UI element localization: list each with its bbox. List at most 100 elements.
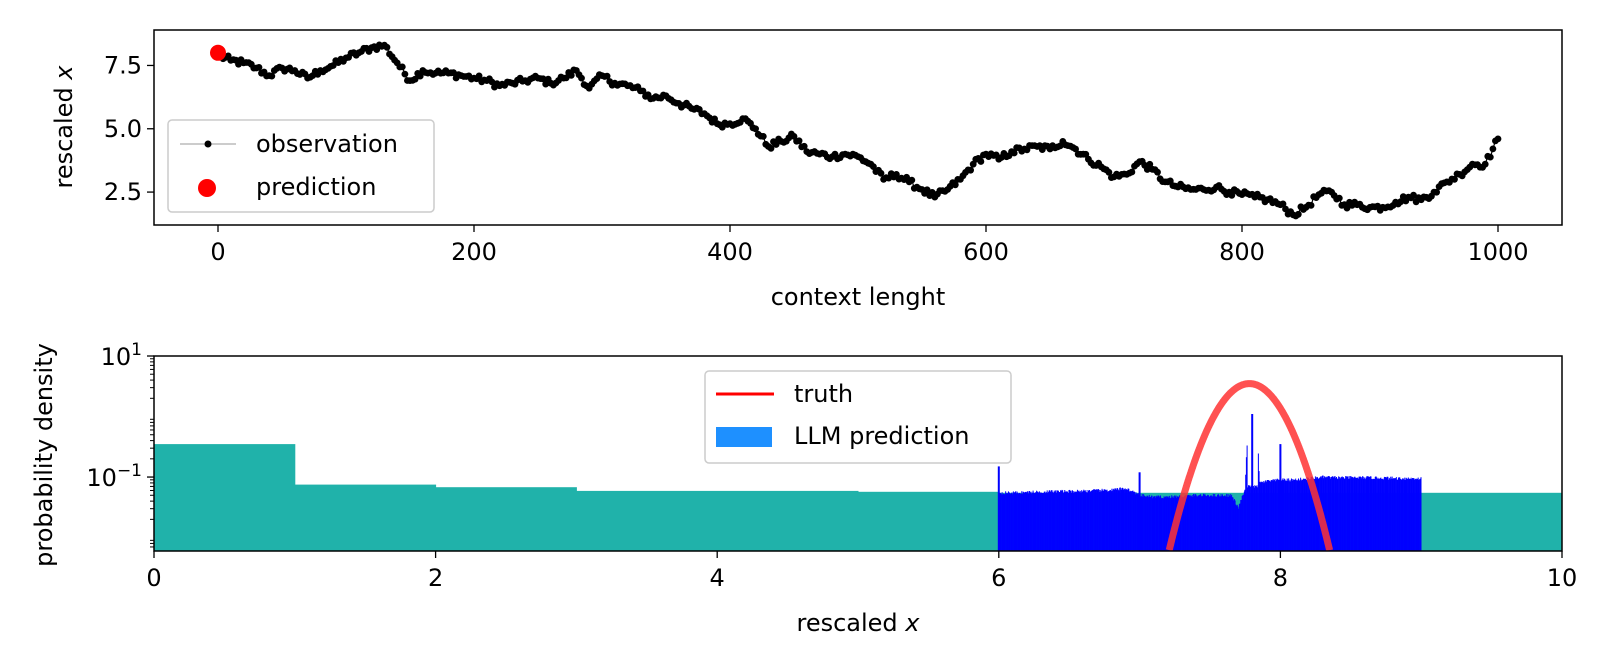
observation-point-259 <box>877 169 885 177</box>
fine-bin-551 <box>1386 476 1388 551</box>
observation-point-227 <box>795 137 803 145</box>
observation-point-363 <box>1143 166 1151 173</box>
fine-bin-474 <box>1332 476 1334 551</box>
fine-bin-342 <box>1239 503 1241 551</box>
fine-bin-191 <box>1133 492 1135 551</box>
fine-bin-65 <box>1044 491 1046 551</box>
fine-bin-222 <box>1155 497 1157 551</box>
fine-bin-124 <box>1086 492 1088 551</box>
fine-bin-210 <box>1146 495 1148 551</box>
top-xtick-label-4: 800 <box>1219 238 1265 266</box>
coarse-bin-3 <box>576 490 859 551</box>
fine-bin-216 <box>1150 495 1152 551</box>
fine-bin-193 <box>1134 494 1136 551</box>
fine-bin-580 <box>1407 478 1409 551</box>
fine-bin-280 <box>1195 495 1197 551</box>
fine-bin-189 <box>1131 490 1133 551</box>
fine-bin-269 <box>1188 494 1190 551</box>
fine-bin-258 <box>1180 495 1182 551</box>
fine-bin-180 <box>1125 489 1127 551</box>
observation-point-500 <box>1494 135 1502 143</box>
fine-bin-27 <box>1017 493 1019 551</box>
fine-bin-24 <box>1015 493 1017 551</box>
fine-bin-569 <box>1399 477 1401 551</box>
fine-bin-12 <box>1007 493 1009 551</box>
coarse-bin-6 <box>1421 492 1563 551</box>
fine-bin-432 <box>1302 478 1304 551</box>
fine-bin-225 <box>1157 496 1159 551</box>
fine-bin-499 <box>1350 476 1352 551</box>
fine-bin-478 <box>1335 478 1337 551</box>
observation-point-77 <box>411 75 419 83</box>
fine-bin-467 <box>1327 476 1329 551</box>
fine-bin-434 <box>1304 479 1306 551</box>
legend-llm-patch <box>716 427 772 447</box>
fine-bin-420 <box>1294 480 1296 551</box>
fine-bin-99 <box>1068 490 1070 551</box>
fine-bin-513 <box>1359 476 1361 551</box>
fine-bin-71 <box>1048 490 1050 551</box>
bottom-xlabel-var: x <box>904 609 920 637</box>
fine-bin-185 <box>1129 491 1131 551</box>
observation-point-218 <box>772 141 780 148</box>
fine-bin-295 <box>1206 495 1208 551</box>
fine-bin-346 <box>1242 494 1244 551</box>
fine-bin-419 <box>1293 479 1295 551</box>
fine-bin-74 <box>1050 490 1052 551</box>
fine-bin-230 <box>1160 497 1162 551</box>
fine-bin-259 <box>1181 497 1183 551</box>
fine-bin-417 <box>1292 480 1294 551</box>
fine-bin-143 <box>1099 491 1101 551</box>
legend-prediction-label: prediction <box>256 173 376 201</box>
fine-bin-570 <box>1400 479 1402 551</box>
fine-bin-574 <box>1402 478 1404 551</box>
fine-bin-277 <box>1193 495 1195 551</box>
observation-point-294 <box>967 166 974 174</box>
fine-bin-266 <box>1186 495 1188 551</box>
fine-bin-481 <box>1337 479 1339 551</box>
fine-bin-129 <box>1089 490 1091 551</box>
fine-bin-183 <box>1127 488 1129 551</box>
fine-bin-559 <box>1392 478 1394 551</box>
fine-bin-7 <box>1003 494 1005 551</box>
fine-bin-514 <box>1360 477 1362 551</box>
fine-bin-392 <box>1274 481 1276 551</box>
fine-bin-270 <box>1188 495 1190 551</box>
observation-point-476 <box>1433 188 1440 196</box>
fine-bin-182 <box>1126 490 1128 551</box>
bottom-xtick-label-2: 4 <box>710 564 725 592</box>
fine-bin-95 <box>1065 491 1067 551</box>
fine-bin-429 <box>1300 480 1302 551</box>
fine-bin-462 <box>1324 476 1326 551</box>
legend-observation-marker <box>204 140 212 148</box>
fine-bin-548 <box>1384 477 1386 551</box>
fine-bin-412 <box>1288 481 1290 551</box>
fine-bin-187 <box>1130 491 1132 551</box>
fine-bin-521 <box>1365 477 1367 551</box>
fine-bin-72 <box>1049 490 1051 551</box>
top-ylabel: rescaled x <box>50 65 78 189</box>
fine-bin-596 <box>1418 479 1420 551</box>
fine-bin-382 <box>1267 480 1269 551</box>
fine-bin-85 <box>1058 492 1060 551</box>
fine-bin-243 <box>1169 498 1171 551</box>
fine-bin-413 <box>1289 479 1291 551</box>
fine-spike-1 <box>1138 472 1141 551</box>
bottom-ytick-label-1: 101 <box>101 340 142 371</box>
fine-bin-496 <box>1347 478 1349 551</box>
fine-bin-218 <box>1152 498 1154 551</box>
fine-bin-61 <box>1041 492 1043 551</box>
histogram-bars <box>154 414 1563 551</box>
fine-bin-502 <box>1352 476 1354 551</box>
fine-bin-326 <box>1228 496 1230 551</box>
fine-bin-244 <box>1170 497 1172 551</box>
fine-bin-581 <box>1407 477 1409 551</box>
fine-bin-435 <box>1305 478 1307 551</box>
fine-bin-260 <box>1181 497 1183 551</box>
fine-bin-202 <box>1141 496 1143 551</box>
observation-point-467 <box>1410 191 1417 199</box>
fine-bin-22 <box>1014 492 1016 551</box>
fine-bin-145 <box>1100 491 1102 551</box>
top-plot-frame <box>153 29 1563 226</box>
fine-bin-466 <box>1326 477 1328 551</box>
